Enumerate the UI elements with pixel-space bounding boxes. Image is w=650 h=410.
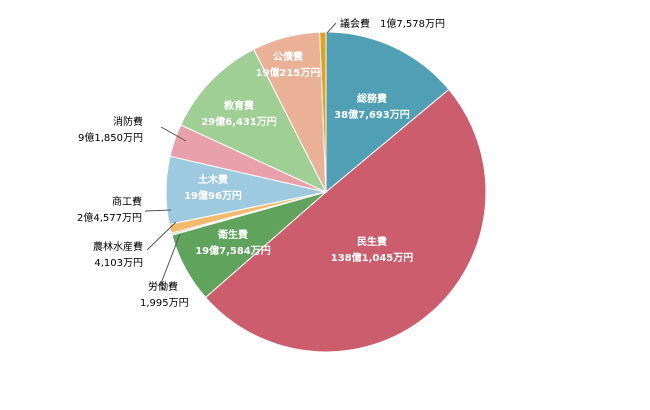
slice-label-value-3: 19億7,584万円 bbox=[195, 244, 271, 257]
slice-label-value-1: 38億7,693万円 bbox=[334, 108, 410, 121]
slice-label-value-2: 138億1,045万円 bbox=[331, 251, 414, 264]
leader-line-5 bbox=[146, 221, 177, 251]
leader-line-8 bbox=[160, 126, 187, 142]
slice-label-name-8: 消防費 bbox=[113, 115, 143, 128]
slice-label-name-5: 農林水産費 bbox=[93, 240, 143, 253]
slice-label-name-1: 総務費 bbox=[357, 92, 387, 105]
pie-slice-1 bbox=[325, 31, 450, 194]
slice-label-value-6: 2億4,577万円 bbox=[77, 211, 142, 224]
slice-label-value-7: 19億96万円 bbox=[184, 189, 242, 202]
slice-label-value-9: 29億6,431万円 bbox=[201, 115, 277, 128]
slice-label-name-3: 衛生費 bbox=[217, 228, 248, 241]
pie-slice-9 bbox=[180, 48, 328, 194]
pie-slice-2 bbox=[204, 88, 487, 353]
leader-line-11 bbox=[326, 22, 337, 34]
slice-label-value-8: 9億1,850万円 bbox=[78, 131, 143, 144]
slice-label-name-6: 商工費 bbox=[112, 195, 142, 208]
slice-label-name-2: 民生費 bbox=[357, 235, 387, 248]
leader-line-6 bbox=[144, 209, 172, 212]
pie-slices bbox=[165, 31, 487, 353]
slice-label-11: 議会費 1億7,578万円 bbox=[340, 17, 445, 30]
leader-lines bbox=[144, 22, 337, 287]
slice-label-name-9: 教育費 bbox=[223, 99, 254, 112]
slice-label-value-10: 19億215万円 bbox=[256, 66, 321, 79]
slice-label-name-7: 土木費 bbox=[198, 173, 228, 186]
slice-label-name-10: 公債費 bbox=[273, 50, 303, 63]
slice-label-name-4: 労働費 bbox=[148, 280, 178, 293]
pie-slice-11 bbox=[319, 31, 327, 193]
slice-label-value-5: 4,103万円 bbox=[94, 258, 143, 269]
slice-label-value-4: 1,995万円 bbox=[140, 298, 189, 309]
leader-line-4 bbox=[159, 233, 181, 287]
